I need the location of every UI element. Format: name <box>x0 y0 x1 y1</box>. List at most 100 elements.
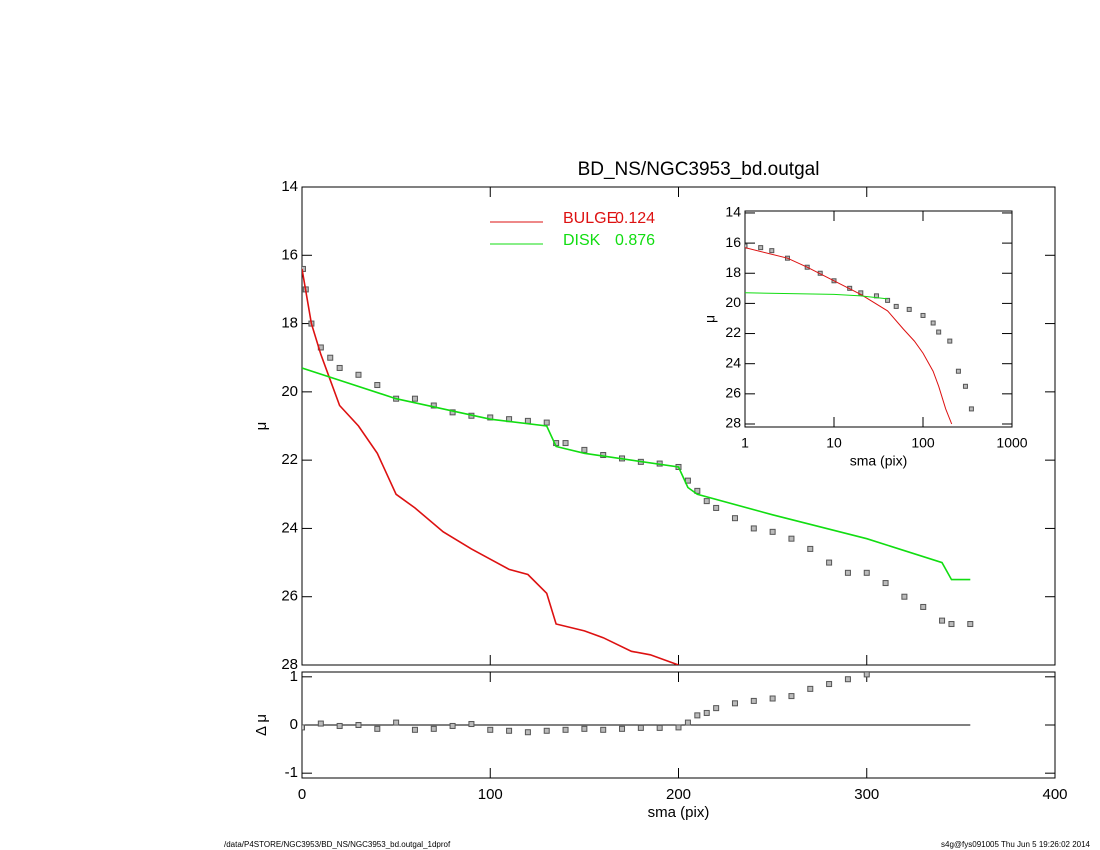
x-tick-label: 1000 <box>996 435 1027 451</box>
legend-fraction: 0.124 <box>615 210 655 227</box>
y-tick-label: 16 <box>725 234 741 250</box>
data-point <box>863 672 870 678</box>
data-point <box>920 312 926 318</box>
data-point <box>906 306 912 312</box>
footer-left: /data/P4STORE/NGC3953/BD_NS/NGC3953_bd.o… <box>224 840 451 849</box>
data-point <box>411 395 418 402</box>
data-point <box>374 382 381 389</box>
data-point <box>524 729 531 736</box>
y-axis-label: μ <box>702 315 718 323</box>
data-point <box>731 515 738 522</box>
x-axis-label: sma (pix) <box>850 453 908 469</box>
y-tick-label: 28 <box>281 656 298 673</box>
data-point <box>968 406 974 412</box>
y-axis-label: Δ μ <box>253 714 270 736</box>
data-point <box>449 722 456 729</box>
data-point <box>769 248 775 254</box>
data-point <box>317 720 324 727</box>
plot-area <box>302 265 974 665</box>
plot-area <box>302 672 971 736</box>
data-point <box>826 559 833 566</box>
data-point <box>750 525 757 532</box>
data-point <box>619 725 626 732</box>
data-point <box>713 705 720 712</box>
y-tick-label: 26 <box>281 588 298 605</box>
x-tick-label: 0 <box>298 786 306 803</box>
data-point <box>336 722 343 729</box>
data-point <box>562 726 569 733</box>
data-point <box>524 417 531 424</box>
data-point <box>684 719 691 726</box>
data-point <box>955 368 961 374</box>
y-tick-label: 22 <box>281 451 298 468</box>
data-point <box>901 593 908 600</box>
data-point <box>788 693 795 700</box>
y-tick-label: 20 <box>281 383 298 400</box>
data-point <box>920 603 927 610</box>
data-point <box>930 320 936 326</box>
data-point <box>581 446 588 453</box>
y-tick-label: 24 <box>725 354 741 370</box>
data-point <box>430 725 437 732</box>
x-tick-label: 100 <box>478 786 503 803</box>
data-point <box>863 569 870 576</box>
data-point <box>543 727 550 734</box>
legend-name: BULGE <box>563 210 617 227</box>
legend-name: DISK <box>563 232 601 249</box>
data-point <box>788 535 795 542</box>
data-point <box>962 383 968 389</box>
profile-line <box>745 247 953 425</box>
data-point <box>750 697 757 704</box>
data-point <box>807 685 814 692</box>
data-point <box>947 338 953 344</box>
data-point <box>468 721 475 728</box>
plot-frame <box>744 210 1013 428</box>
data-point <box>675 724 682 731</box>
data-point <box>885 297 891 303</box>
x-axis-label: sma (pix) <box>648 804 710 821</box>
x-tick-label: 1 <box>741 435 749 451</box>
data-point <box>374 725 381 732</box>
data-point <box>506 727 513 734</box>
data-point <box>487 726 494 733</box>
data-point <box>844 569 851 576</box>
data-point <box>637 724 644 731</box>
y-tick-label: 16 <box>281 246 298 263</box>
y-tick-label: 1 <box>290 668 298 685</box>
data-point <box>694 712 701 719</box>
y-tick-label: 14 <box>725 204 741 220</box>
x-tick-label: 10 <box>826 435 842 451</box>
y-tick-label: 18 <box>281 315 298 332</box>
data-point <box>703 498 710 505</box>
data-point <box>745 243 748 249</box>
data-point <box>967 621 974 628</box>
y-tick-label: 24 <box>281 519 298 536</box>
data-point <box>826 681 833 688</box>
legend-fraction: 0.876 <box>615 232 655 249</box>
data-point <box>355 371 362 378</box>
data-point <box>411 726 418 733</box>
profile-line <box>745 292 888 300</box>
data-point <box>327 354 334 361</box>
data-point <box>336 364 343 371</box>
data-point <box>844 676 851 683</box>
data-point <box>731 700 738 707</box>
data-point <box>713 504 720 511</box>
plot-frame <box>301 186 1056 666</box>
data-point <box>393 719 400 726</box>
x-tick-label: 400 <box>1042 786 1067 803</box>
y-tick-label: 22 <box>725 324 741 340</box>
y-tick-label: 20 <box>725 294 741 310</box>
plot-area <box>745 243 974 425</box>
data-point <box>656 724 663 731</box>
data-point <box>936 329 942 335</box>
footer-right: s4g@fys091005 Thu Jun 5 19:26:02 2014 <box>941 840 1091 849</box>
y-axis-label: μ <box>253 422 270 431</box>
x-tick-label: 300 <box>854 786 879 803</box>
profile-line <box>302 367 971 581</box>
data-point <box>769 528 776 535</box>
data-point <box>758 245 764 251</box>
data-point <box>948 621 955 628</box>
data-point <box>355 722 362 728</box>
